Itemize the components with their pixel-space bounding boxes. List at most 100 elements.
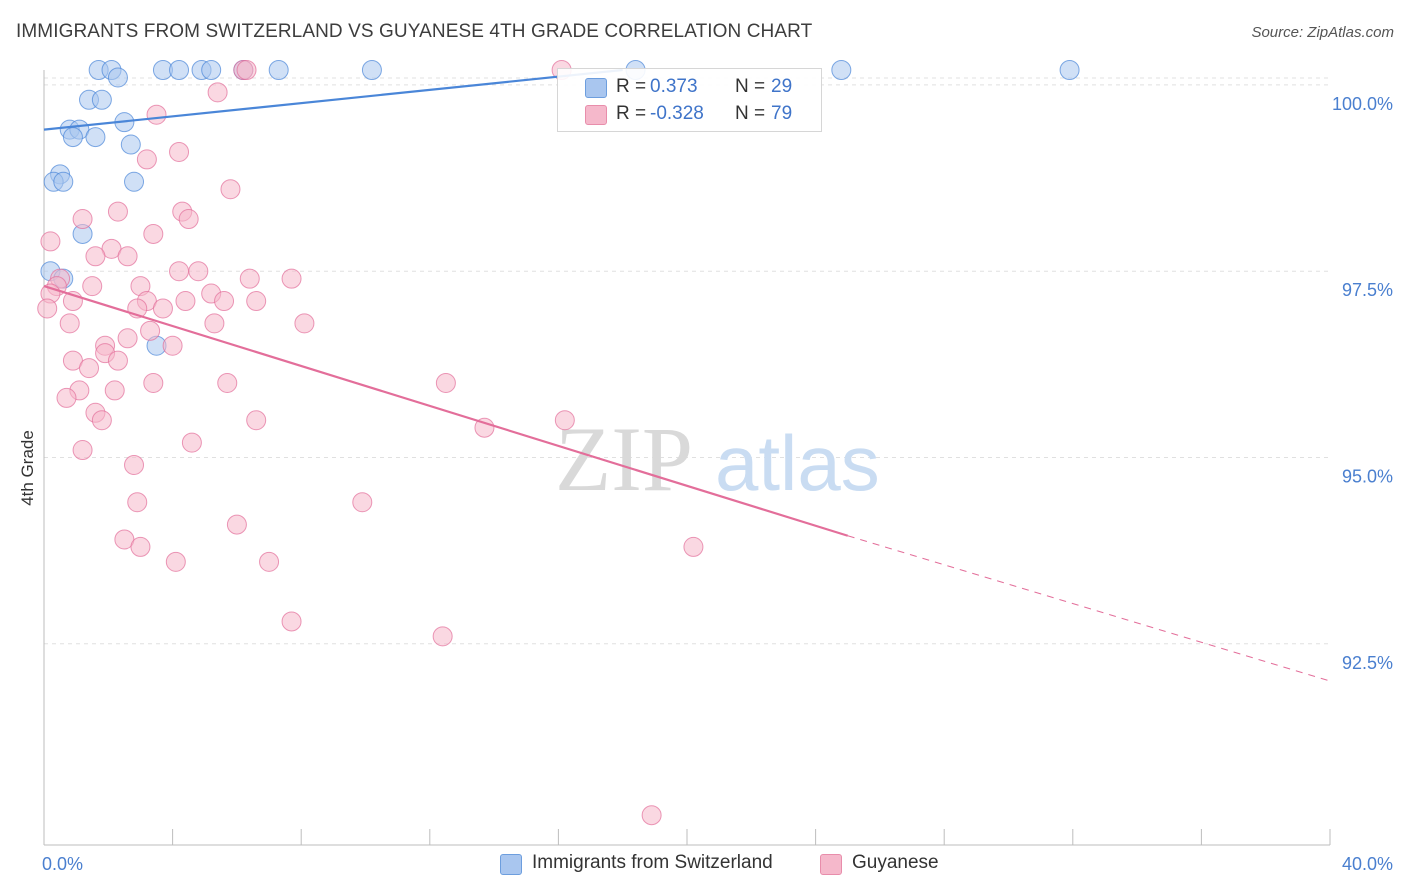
point-guyanese [641,805,662,826]
legend-row-guyanese: R = -0.328 N = 79 [558,101,821,129]
point-guyanese [169,261,190,282]
point-guyanese [435,372,456,393]
correlation-legend: R = 0.373 N = 29 R = -0.328 N = 79 [557,68,822,132]
trend-line-switzerland [43,68,623,131]
point-switzerland [53,171,74,192]
point-guyanese [85,246,106,267]
watermark-atlas: atlas [715,419,880,507]
point-guyanese [130,536,151,557]
n-value: 29 [771,76,793,97]
y-axis-title: 4th Grade [18,430,37,506]
legend-swatch-switzerland [500,854,522,875]
x-tick-label: 0.0% [42,854,83,874]
point-guyanese [214,291,235,312]
point-guyanese [143,223,164,244]
point-switzerland [268,60,289,80]
point-guyanese [107,201,128,222]
point-guyanese [117,246,138,267]
point-guyanese [220,179,241,200]
point-guyanese [56,387,77,408]
point-guyanese [207,82,228,103]
point-guyanese [169,141,190,162]
y-tick-label: 92.5% [1342,653,1393,673]
n-label: N = [735,103,766,124]
x-tick-label: 40.0% [1342,854,1393,874]
point-guyanese [72,209,93,230]
tick-labels: 100.0% 97.5% 95.0% 92.5% 0.0% 40.0% [42,94,1393,874]
point-guyanese [127,492,148,513]
point-switzerland [124,171,145,192]
r-value: -0.328 [650,103,704,124]
trend-line-extension-guyanese [847,535,1331,682]
point-guyanese [136,149,157,170]
legend-swatch-guyanese [585,105,607,125]
r-value: 0.373 [650,76,698,97]
point-guyanese [236,60,257,80]
point-guyanese [82,276,103,297]
point-guyanese [79,358,100,379]
point-guyanese [352,492,373,513]
point-switzerland [91,89,112,110]
legend-label: Immigrants from Switzerland [532,852,773,873]
point-guyanese [181,432,202,453]
watermark: ZIP atlas [555,408,880,510]
point-guyanese [239,268,260,289]
point-guyanese [432,626,453,647]
point-guyanese [246,410,267,431]
point-guyanese [37,298,58,319]
point-guyanese [281,268,302,289]
point-guyanese [143,372,164,393]
point-guyanese [140,320,161,341]
r-label: R = [616,103,647,124]
point-guyanese [146,104,167,125]
source-credit: Source: ZipAtlas.com [1251,24,1394,41]
point-guyanese [281,611,302,632]
point-guyanese [204,313,225,334]
point-guyanese [91,410,112,431]
legend-swatch-switzerland [585,78,607,98]
point-guyanese [175,291,196,312]
n-value: 79 [771,103,793,124]
axes [43,70,1331,846]
trend-lines [43,68,1331,682]
point-switzerland [169,60,190,80]
point-guyanese [259,551,280,572]
trend-line-guyanese [43,285,849,537]
point-guyanese [152,298,173,319]
point-switzerland [1059,60,1080,80]
point-guyanese [294,313,315,334]
point-switzerland [85,127,106,148]
point-guyanese [165,551,186,572]
point-switzerland [831,60,852,80]
point-guyanese [124,454,145,475]
point-guyanese [554,410,575,431]
series-legend: Immigrants from Switzerland Guyanese [0,851,1406,877]
point-guyanese [72,440,93,461]
point-guyanese [117,328,138,349]
legend-label: Guyanese [852,852,939,873]
point-switzerland [107,67,128,88]
chart-title: IMMIGRANTS FROM SWITZERLAND VS GUYANESE … [16,21,813,42]
point-guyanese [40,231,61,252]
y-tick-label: 97.5% [1342,280,1393,300]
point-guyanese [474,417,495,438]
point-guyanese [178,209,199,230]
point-switzerland [120,134,141,155]
data-points [37,60,1080,826]
point-guyanese [217,372,238,393]
gridlines [44,77,1330,645]
point-switzerland [62,127,83,148]
legend-row-switzerland: R = 0.373 N = 29 [558,74,821,102]
r-label: R = [616,76,647,97]
point-guyanese [107,350,128,371]
y-tick-label: 100.0% [1332,94,1393,114]
point-switzerland [361,60,382,80]
point-guyanese [162,335,183,356]
point-guyanese [246,291,267,312]
point-guyanese [188,261,209,282]
legend-swatch-guyanese [820,854,842,875]
watermark-zip: ZIP [555,408,693,510]
y-tick-label: 95.0% [1342,467,1393,487]
point-guyanese [104,380,125,401]
